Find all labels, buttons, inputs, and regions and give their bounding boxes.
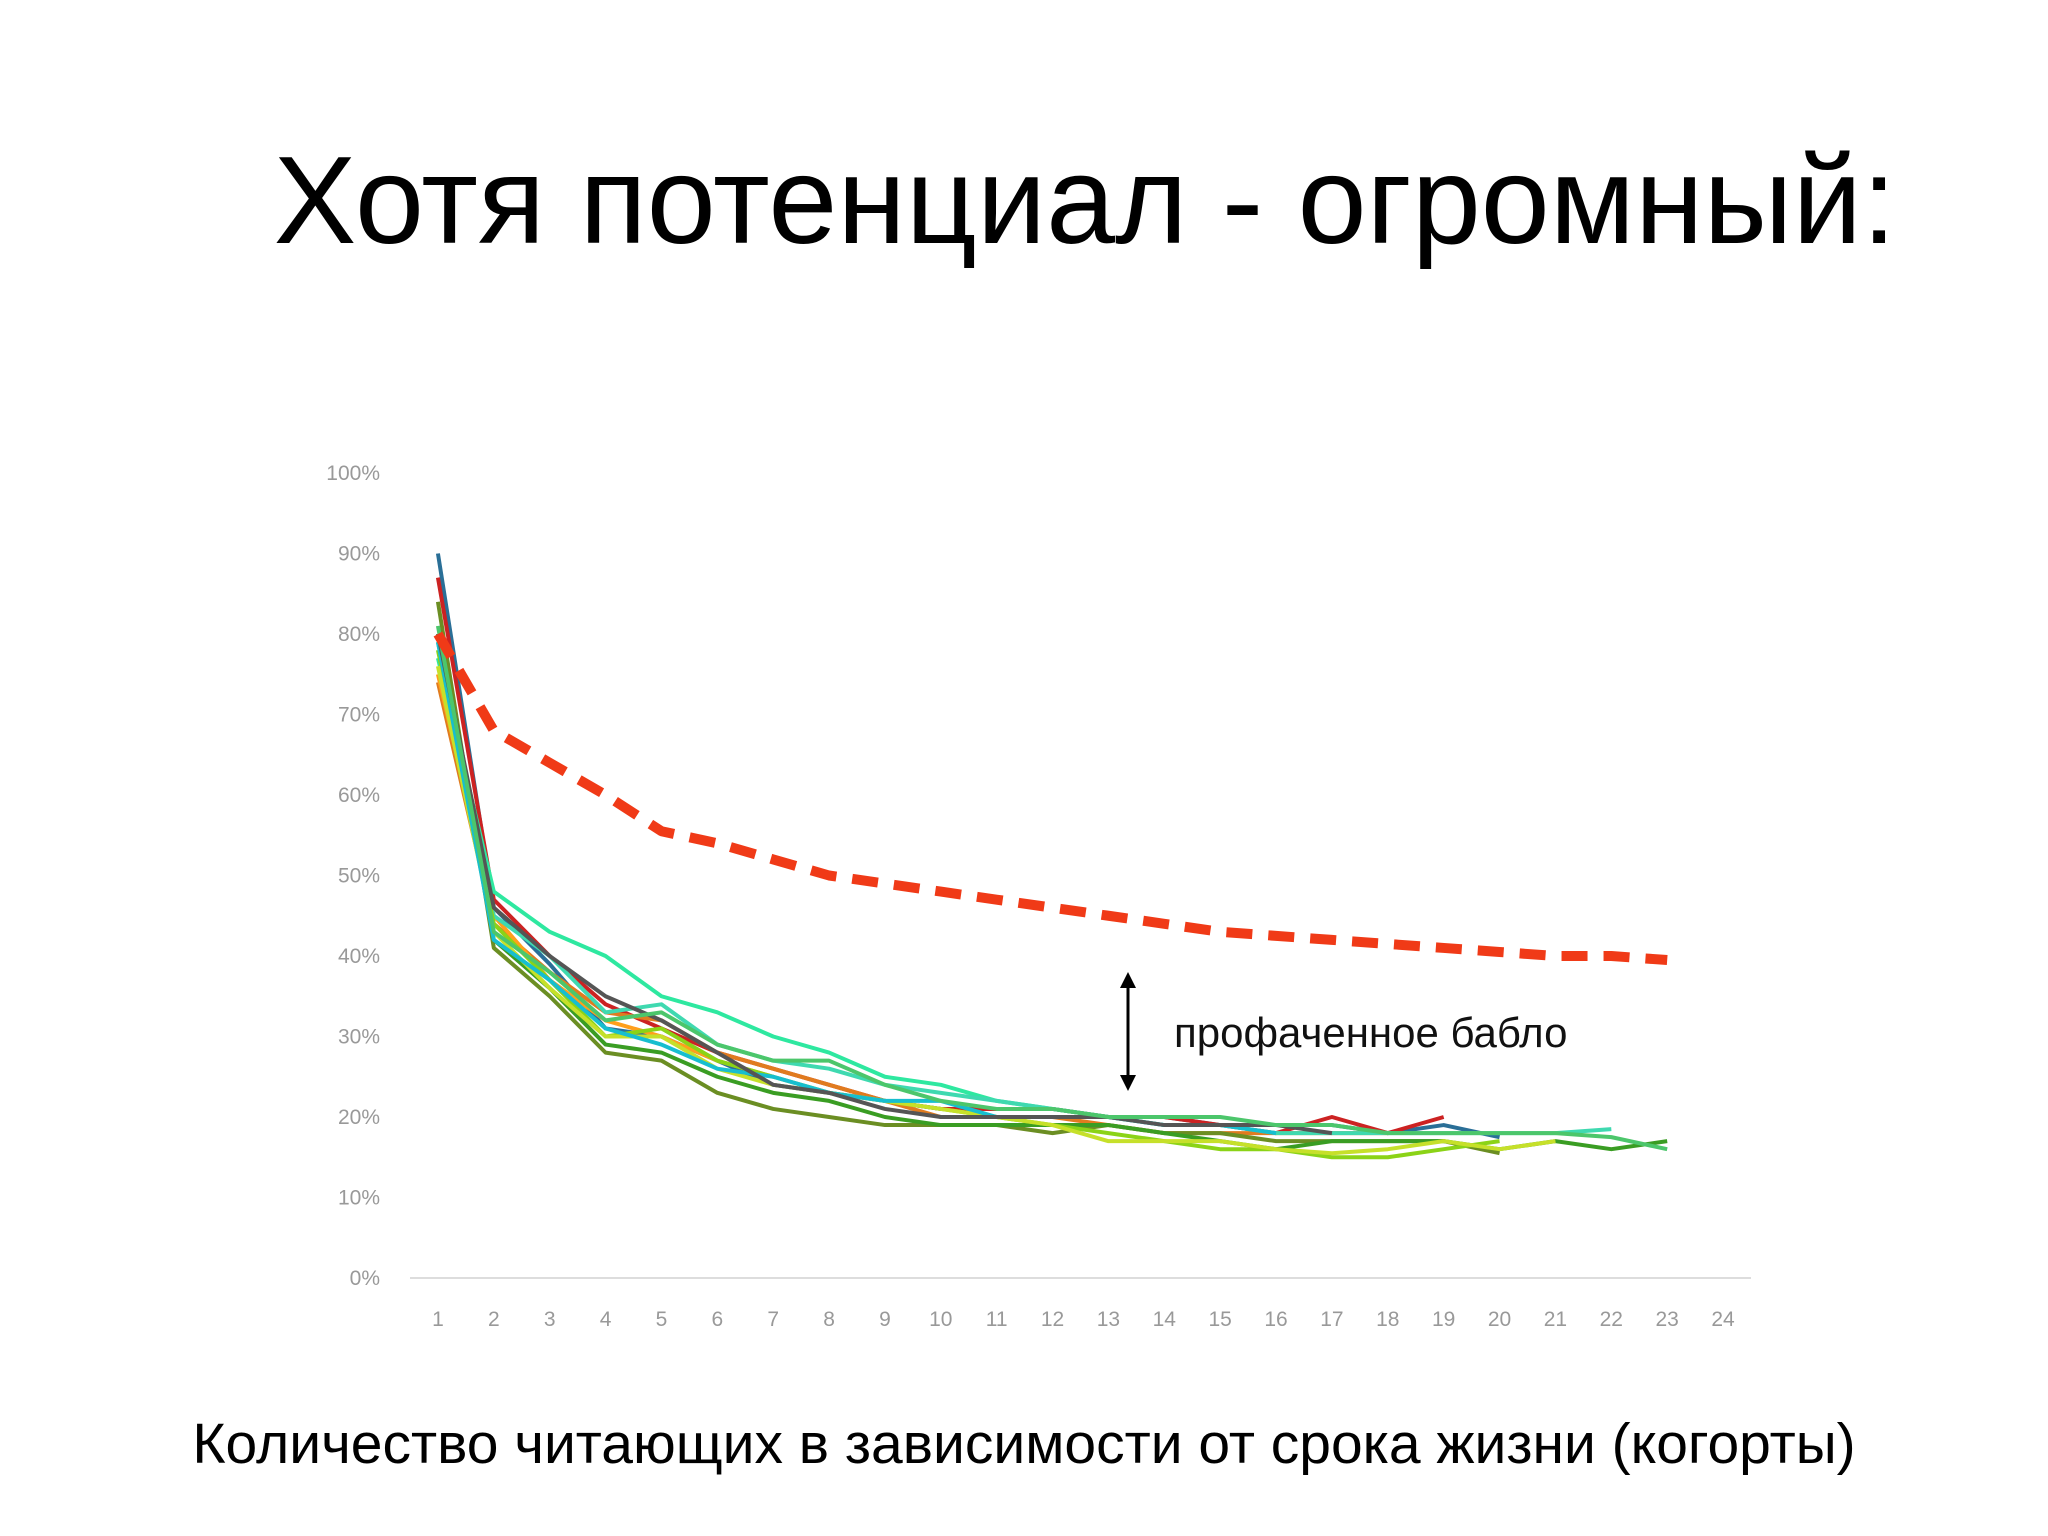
x-tick-label: 1 — [432, 1308, 444, 1331]
y-tick-label: 20% — [338, 1106, 380, 1129]
x-tick-label: 13 — [1097, 1308, 1120, 1331]
annotation: профаченное бабло — [1174, 1009, 1567, 1056]
y-tick-label: 50% — [338, 865, 380, 888]
x-tick-label: 11 — [986, 1308, 1008, 1331]
x-tick-label: 4 — [600, 1308, 612, 1331]
x-tick-label: 10 — [929, 1308, 952, 1331]
x-tick-label: 19 — [1432, 1308, 1455, 1331]
cohort-line — [435, 649, 1500, 1160]
caption: Количество читающих в зависимости от сро… — [192, 1412, 1855, 1476]
cohort-line — [435, 665, 1556, 1156]
x-tick-label: 23 — [1656, 1308, 1679, 1331]
cohort-line — [435, 601, 1500, 1156]
cohort-line — [435, 625, 1668, 1152]
x-tick-label: 7 — [767, 1308, 779, 1331]
x-tick-label: 20 — [1488, 1308, 1511, 1331]
x-tick-label: 21 — [1544, 1308, 1567, 1331]
y-tick-label: 0% — [350, 1267, 380, 1290]
x-tick-label: 8 — [823, 1308, 835, 1331]
x-tick-label: 9 — [879, 1308, 891, 1331]
y-tick-label: 60% — [338, 784, 380, 807]
cohort-line — [435, 641, 1277, 1136]
x-tick-label: 18 — [1376, 1308, 1399, 1331]
cohort-line — [435, 633, 1668, 1152]
y-tick-label: 70% — [338, 704, 380, 727]
y-tick-label: 80% — [338, 623, 380, 646]
cohort-line — [435, 641, 1612, 1136]
dashed-line — [433, 631, 1668, 966]
cohort-line — [435, 633, 1333, 1136]
y-tick-label: 90% — [338, 543, 380, 566]
y-tick-label: 30% — [338, 1026, 380, 1049]
x-tick-label: 16 — [1264, 1308, 1287, 1331]
y-tick-label: 100% — [326, 462, 380, 485]
cohort-line — [435, 681, 1388, 1136]
y-tick-label: 10% — [338, 1187, 380, 1210]
x-tick-label: 22 — [1600, 1308, 1623, 1331]
x-tick-label: 2 — [488, 1308, 500, 1331]
x-tick-label: 6 — [711, 1308, 723, 1331]
x-tick-label: 5 — [656, 1308, 668, 1331]
x-tick-label: 3 — [544, 1308, 556, 1331]
slide-title: Хотя потенциал - огромный: — [274, 132, 1897, 270]
cohort-line — [435, 657, 1277, 1128]
x-tick-label: 17 — [1320, 1308, 1343, 1331]
y-tick-label: 40% — [338, 945, 380, 968]
x-tick-label: 12 — [1041, 1308, 1064, 1331]
x-tick-label: 15 — [1209, 1308, 1232, 1331]
x-tick-label: 14 — [1153, 1308, 1177, 1331]
x-tick-label: 24 — [1711, 1308, 1735, 1331]
gap-arrow — [1120, 972, 1136, 1091]
